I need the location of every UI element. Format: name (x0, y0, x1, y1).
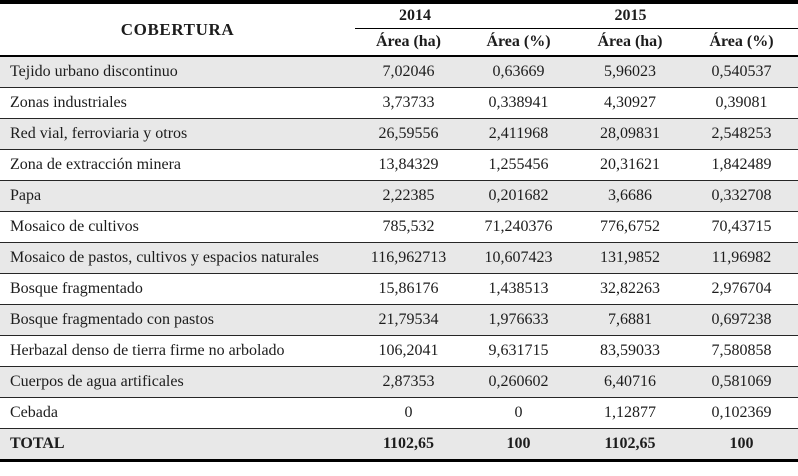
cell-2015-ha: 7,6881 (575, 304, 685, 336)
cell-2015-ha: 20,31621 (575, 149, 685, 181)
cell-2015-pct: 1,842489 (685, 149, 798, 181)
sub-header-area-ha-2015: Área (ha) (575, 28, 685, 57)
cell-2014-ha: 15,86176 (355, 273, 462, 305)
cell-2014-pct: 0 (462, 397, 575, 429)
cell-2015-pct: 0,540537 (685, 56, 798, 88)
cell-2014-ha: 106,2041 (355, 335, 462, 367)
row-label: Cuerpos de agua artificales (0, 366, 355, 398)
cell-2014-ha: 7,02046 (355, 56, 462, 88)
cell-2015-ha: 131,9852 (575, 242, 685, 274)
table-header: COBERTURA 2014 2015 Área (ha) Área (%) Á… (0, 2, 798, 57)
table-row: Zonas industriales 3,73733 0,338941 4,30… (0, 87, 798, 119)
cell-2014-pct: 2,411968 (462, 118, 575, 150)
cell-2015-pct: 2,976704 (685, 273, 798, 305)
cell-2014-ha: 26,59556 (355, 118, 462, 150)
cell-2015-ha: 776,6752 (575, 211, 685, 243)
table-row: Bosque fragmentado 15,86176 1,438513 32,… (0, 273, 798, 305)
table-row: Papa 2,22385 0,201682 3,6686 0,332708 (0, 180, 798, 212)
table-row: Cuerpos de agua artificales 2,87353 0,26… (0, 366, 798, 398)
cell-2014-pct: 1,976633 (462, 304, 575, 336)
cell-2015-pct: 70,43715 (685, 211, 798, 243)
row-label: Mosaico de pastos, cultivos y espacios n… (0, 242, 355, 274)
coverage-table: COBERTURA 2014 2015 Área (ha) Área (%) Á… (0, 0, 798, 462)
row-label: Zonas industriales (0, 87, 355, 119)
cell-2014-pct: 1,255456 (462, 149, 575, 181)
cell-2014-pct: 10,607423 (462, 242, 575, 274)
row-label: Red vial, ferroviaria y otros (0, 118, 355, 150)
cell-2015-pct: 7,580858 (685, 335, 798, 367)
total-2014-pct: 100 (506, 434, 531, 452)
total-label: TOTAL (10, 434, 65, 452)
cell-2015-pct: 11,96982 (685, 242, 798, 274)
cell-2014-pct: 9,631715 (462, 335, 575, 367)
table-row: Bosque fragmentado con pastos 21,79534 1… (0, 304, 798, 336)
cell-2015-pct: 0,332708 (685, 180, 798, 212)
table-row: Red vial, ferroviaria y otros 26,59556 2… (0, 118, 798, 150)
row-label: Herbazal denso de tierra firme no arbola… (0, 335, 355, 367)
cell-2015-ha: 3,6686 (575, 180, 685, 212)
sub-header-area-pct-2015: Área (%) (685, 28, 798, 57)
cell-2014-ha: 21,79534 (355, 304, 462, 336)
cell-2015-pct: 0,102369 (685, 397, 798, 429)
cell-2014-ha: 13,84329 (355, 149, 462, 181)
row-label: Tejido urbano discontinuo (0, 56, 355, 88)
cell-2015-ha: 6,40716 (575, 366, 685, 398)
cell-2015-ha: 1,12877 (575, 397, 685, 429)
row-label: Bosque fragmentado (0, 273, 355, 305)
cell-2015-pct: 0,39081 (685, 87, 798, 119)
corner-header-cobertura: COBERTURA (0, 2, 355, 57)
cell-2014-pct: 71,240376 (462, 211, 575, 243)
table-row: Mosaico de pastos, cultivos y espacios n… (0, 242, 798, 274)
cell-2014-ha: 785,532 (355, 211, 462, 243)
cell-2015-ha: 5,96023 (575, 56, 685, 88)
year-header-2014: 2014 (355, 2, 575, 29)
cell-2015-pct: 0,697238 (685, 304, 798, 336)
row-label: Papa (0, 180, 355, 212)
table-row: Tejido urbano discontinuo 7,02046 0,6366… (0, 56, 798, 88)
cell-2014-pct: 1,438513 (462, 273, 575, 305)
cell-2014-pct: 0,260602 (462, 366, 575, 398)
total-row: TOTAL 1102,65 100 1102,65 100 (0, 428, 798, 460)
cell-2015-ha: 83,59033 (575, 335, 685, 367)
table-row: Mosaico de cultivos 785,532 71,240376 77… (0, 211, 798, 243)
cell-2015-pct: 2,548253 (685, 118, 798, 150)
total-2015-pct: 100 (729, 434, 754, 452)
table-row: Cebada 0 0 1,12877 0,102369 (0, 397, 798, 429)
sub-header-row: Área (ha) Área (%) Área (ha) Área (%) (0, 28, 798, 57)
cell-2015-pct: 0,581069 (685, 366, 798, 398)
sub-header-area-pct-2014: Área (%) (462, 28, 575, 57)
table-row: Zona de extracción minera 13,84329 1,255… (0, 149, 798, 181)
row-label: Zona de extracción minera (0, 149, 355, 181)
total-2015-ha: 1102,65 (604, 434, 656, 452)
cell-2014-ha: 2,22385 (355, 180, 462, 212)
year-header-2015: 2015 (575, 2, 798, 29)
row-label: Cebada (0, 397, 355, 429)
sub-header-area-ha-2014: Área (ha) (355, 28, 462, 57)
cell-2015-ha: 4,30927 (575, 87, 685, 119)
cell-2014-ha: 3,73733 (355, 87, 462, 119)
cell-2015-ha: 32,82263 (575, 273, 685, 305)
cell-2014-pct: 0,338941 (462, 87, 575, 119)
cell-2015-ha: 28,09831 (575, 118, 685, 150)
total-2014-ha: 1102,65 (382, 434, 435, 452)
cell-2014-pct: 0,201682 (462, 180, 575, 212)
cell-2014-ha: 2,87353 (355, 366, 462, 398)
year-header-row: COBERTURA 2014 2015 (0, 2, 798, 57)
cell-2014-ha: 0 (355, 397, 462, 429)
cell-2014-ha: 116,962713 (355, 242, 462, 274)
table-body: Tejido urbano discontinuo 7,02046 0,6366… (0, 56, 798, 460)
table-row: Herbazal denso de tierra firme no arbola… (0, 335, 798, 367)
row-label: Bosque fragmentado con pastos (0, 304, 355, 336)
cell-2014-pct: 0,63669 (462, 56, 575, 88)
row-label: Mosaico de cultivos (0, 211, 355, 243)
